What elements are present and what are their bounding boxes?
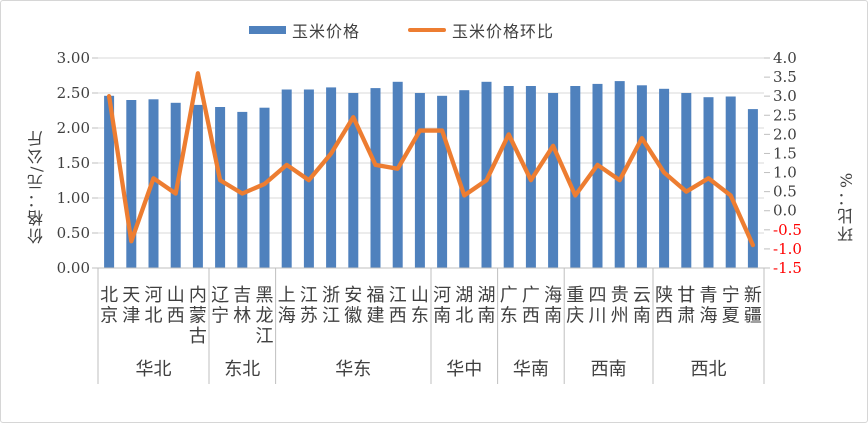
category-label: 黑龙江 xyxy=(256,285,274,347)
left-axis-title: 价格：元/公斤 xyxy=(27,128,46,244)
category-label: 海南 xyxy=(544,285,562,327)
right-axis-tick-label: 0.0 xyxy=(773,202,797,220)
right-axis-tick-label: 2.5 xyxy=(773,106,797,124)
price-bar xyxy=(570,86,581,268)
category-label: 宁夏 xyxy=(722,285,740,327)
category-label: 广东 xyxy=(500,285,518,327)
price-bar xyxy=(703,97,714,268)
category-label: 天津 xyxy=(122,285,140,327)
right-axis-tick-label: -1.0 xyxy=(773,240,802,258)
price-bar xyxy=(681,93,692,268)
region-label: 华东 xyxy=(335,359,371,380)
category-label: 山东 xyxy=(411,285,429,327)
category-label: 福建 xyxy=(367,285,385,327)
right-axis-tick-label: 3.0 xyxy=(773,87,797,105)
left-axis-tick-label: 2.50 xyxy=(57,84,90,102)
region-label: 东北 xyxy=(224,359,260,380)
legend-label-price: 玉米价格 xyxy=(292,22,361,41)
region-label: 华南 xyxy=(513,359,549,380)
category-label: 安徽 xyxy=(344,285,362,327)
category-label: 吉林 xyxy=(233,285,251,327)
price-bar xyxy=(259,107,270,268)
category-label: 云南 xyxy=(633,285,651,327)
left-axis-tick-label: 0.00 xyxy=(57,259,90,277)
price-bar xyxy=(414,93,425,268)
line-series-swatch-icon xyxy=(408,28,447,32)
category-label: 贵州 xyxy=(611,285,629,327)
price-bar xyxy=(725,96,736,268)
category-label: 甘肃 xyxy=(677,285,695,327)
price-bar xyxy=(192,104,203,269)
price-bar xyxy=(503,86,514,268)
mom-line xyxy=(106,71,756,248)
category-label: 广西 xyxy=(522,285,540,327)
category-label: 浙江 xyxy=(322,285,340,327)
left-axis-tick-label: 1.00 xyxy=(57,189,90,207)
category-label: 上海 xyxy=(278,285,296,327)
region-label: 华北 xyxy=(136,359,172,380)
price-bar xyxy=(237,111,248,269)
category-label: 湖南 xyxy=(478,285,496,327)
price-bar xyxy=(126,100,137,268)
right-axis-tick-label: 0.5 xyxy=(773,183,797,201)
left-axis-tick-label: 2.00 xyxy=(57,119,90,137)
price-bar xyxy=(370,88,381,268)
bar-series-swatch-icon xyxy=(249,26,286,34)
right-axis-tick-label: 1.0 xyxy=(773,164,797,182)
right-axis-tick-label: -1.5 xyxy=(773,259,802,277)
price-bar xyxy=(281,89,292,268)
category-label: 山西 xyxy=(167,285,185,327)
category-label: 湖北 xyxy=(455,285,473,327)
right-axis-tick-label: 1.5 xyxy=(773,144,797,162)
category-label: 河北 xyxy=(145,285,163,327)
price-bar xyxy=(592,83,603,269)
right-axis-title: 环比：% xyxy=(837,170,856,242)
category-label: 江西 xyxy=(389,285,407,327)
category-label: 重庆 xyxy=(566,285,584,327)
left-axis-tick-label: 0.50 xyxy=(57,224,90,242)
price-bar xyxy=(392,81,403,268)
left-axis-tick-label: 1.50 xyxy=(57,154,90,172)
category-label: 青海 xyxy=(700,285,718,327)
price-bar xyxy=(481,81,492,268)
price-bar xyxy=(636,85,647,268)
region-label: 西南 xyxy=(591,359,627,380)
right-axis-tick-label: 4.0 xyxy=(773,49,797,67)
price-bar xyxy=(747,109,758,268)
region-label: 华中 xyxy=(446,359,482,380)
category-label: 辽宁 xyxy=(211,285,229,327)
left-axis-tick-label: 3.00 xyxy=(57,49,90,67)
price-bar xyxy=(215,107,226,268)
price-bar xyxy=(548,93,559,268)
right-axis-tick-label: -0.5 xyxy=(773,221,802,239)
category-label: 北京 xyxy=(100,285,118,327)
category-label: 河南 xyxy=(433,285,451,327)
category-label: 内蒙古 xyxy=(189,285,207,347)
price-bar xyxy=(326,87,337,269)
category-label: 陕西 xyxy=(655,285,673,327)
price-bar xyxy=(659,88,670,268)
chart-legend: 玉米价格 玉米价格环比 xyxy=(249,18,554,42)
region-label: 西北 xyxy=(691,359,727,380)
category-label: 四川 xyxy=(589,285,607,327)
legend-item-price: 玉米价格 xyxy=(249,18,360,42)
legend-item-mom: 玉米价格环比 xyxy=(408,18,554,42)
price-bar xyxy=(104,95,115,268)
price-bar xyxy=(348,93,359,268)
price-bar xyxy=(437,95,448,268)
price-bar xyxy=(459,90,470,268)
category-label: 新疆 xyxy=(744,285,762,327)
category-label: 江苏 xyxy=(300,285,318,327)
legend-label-mom: 玉米价格环比 xyxy=(452,22,555,41)
right-axis-tick-label: 3.5 xyxy=(773,68,797,86)
right-axis-tick-label: 2.0 xyxy=(773,125,797,143)
price-bar xyxy=(614,81,625,268)
